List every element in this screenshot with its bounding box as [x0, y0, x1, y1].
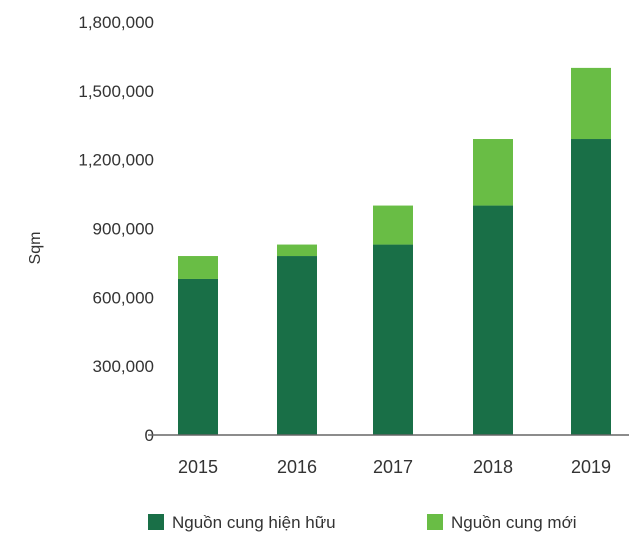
y-tick-label: 900,000	[93, 220, 154, 239]
legend-swatch-new-supply	[427, 514, 443, 530]
legend-label-existing-supply: Nguồn cung hiện hữu	[172, 513, 336, 532]
y-tick-label: 1,800,000	[78, 13, 154, 32]
y-axis-title: Sqm	[27, 232, 44, 265]
y-tick-label: 1,200,000	[78, 151, 154, 170]
legend-label-new-supply: Nguồn cung mới	[451, 513, 577, 532]
bar-existing-supply-2016	[277, 256, 317, 435]
bar-new-supply-2018	[473, 139, 513, 206]
bar-new-supply-2019	[571, 67, 611, 140]
bar-new-supply-2015	[178, 256, 218, 279]
x-axis-ticks: 2015 2016 2017 2018 2019	[178, 457, 611, 477]
bars-group	[178, 67, 611, 435]
bar-existing-supply-2015	[178, 278, 218, 435]
bar-new-supply-2017	[373, 205, 413, 245]
legend-swatch-existing-supply	[148, 514, 164, 530]
bar-existing-supply-2019	[571, 139, 611, 435]
x-tick-label: 2015	[178, 457, 218, 477]
y-tick-label: 1,500,000	[78, 82, 154, 101]
x-tick-label: 2018	[473, 457, 513, 477]
bar-existing-supply-2017	[373, 244, 413, 435]
y-tick-label: 600,000	[93, 288, 154, 307]
y-tick-label: 300,000	[93, 357, 154, 376]
legend: Nguồn cung hiện hữu Nguồn cung mới	[148, 513, 577, 532]
bar-new-supply-2016	[277, 244, 317, 257]
bar-existing-supply-2018	[473, 205, 513, 435]
x-tick-label: 2017	[373, 457, 413, 477]
x-tick-label: 2019	[571, 457, 611, 477]
y-axis-ticks: 0300,000600,000900,0001,200,0001,500,000…	[78, 13, 154, 445]
x-tick-label: 2016	[277, 457, 317, 477]
